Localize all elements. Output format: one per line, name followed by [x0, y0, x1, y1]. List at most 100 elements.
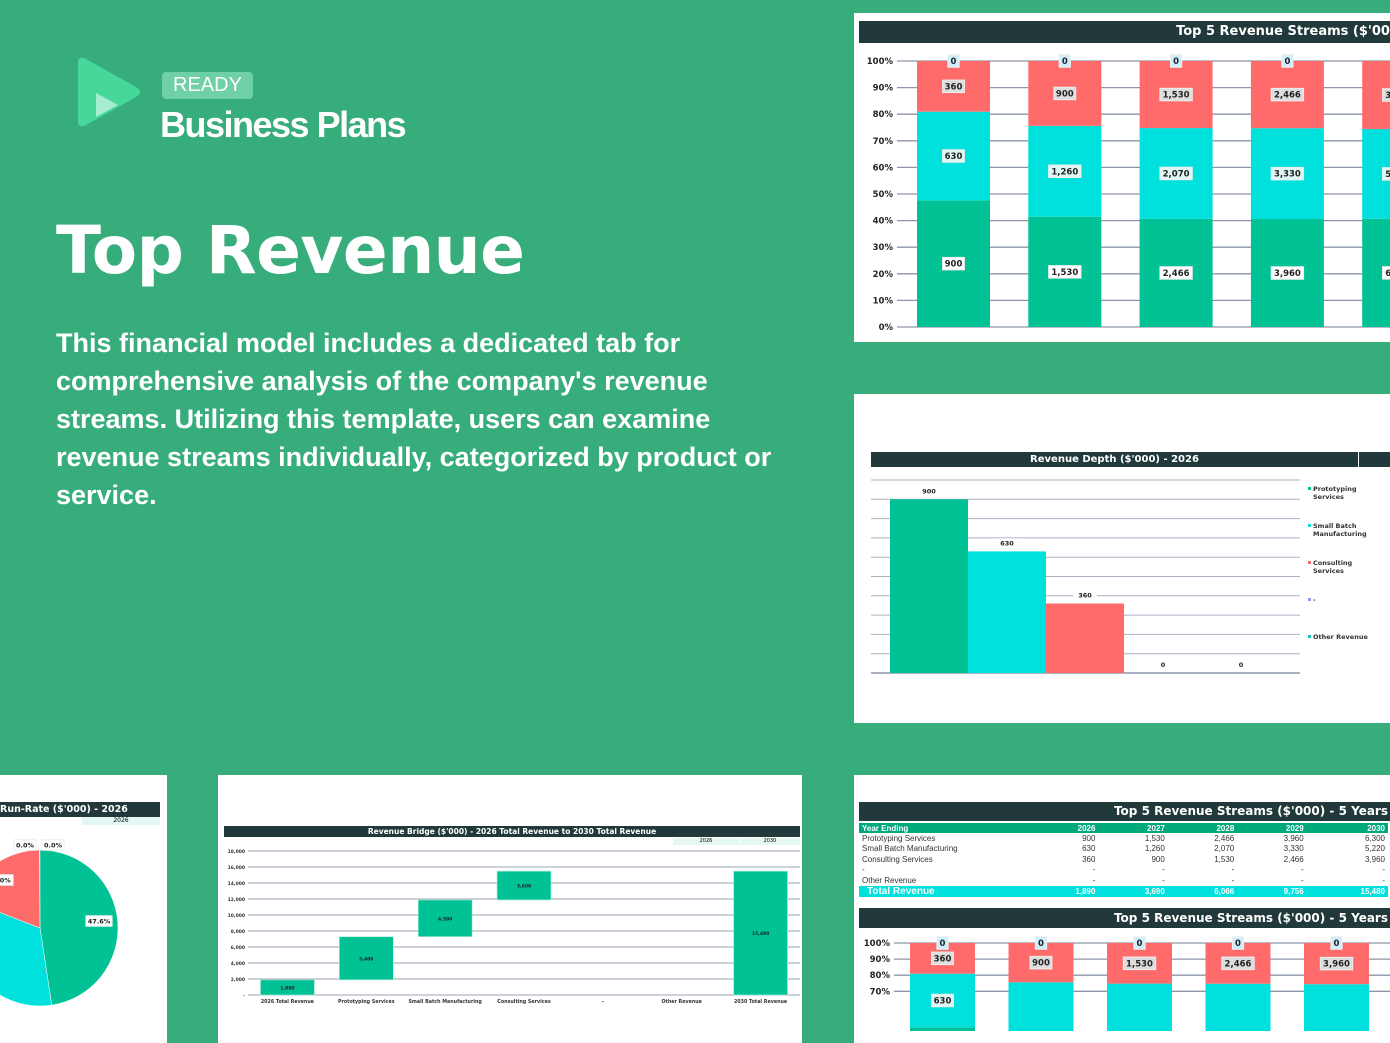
table-cell: 1,530: [1214, 854, 1235, 864]
data-label: 2,466: [1163, 269, 1190, 279]
page-title: Top Revenue: [56, 212, 525, 289]
table-cell: 900: [1151, 854, 1165, 864]
y-tick-label: 70%: [873, 137, 894, 147]
total-cell: 3,690: [1144, 886, 1165, 896]
y-tick-label: 16,000: [228, 865, 245, 871]
table-cell: Small Batch Manufacturing: [862, 844, 958, 854]
bar: [260, 979, 315, 996]
table-cell: -: [1382, 865, 1385, 875]
y-tick-label: 12,000: [228, 897, 245, 903]
pie-slice: [39, 849, 119, 1006]
chart-title: Top 5 Revenue Streams ($'000: [859, 21, 1390, 43]
play-icon: [78, 57, 140, 127]
table-cell: 2,466: [1214, 833, 1235, 843]
legend-label: Services: [1313, 567, 1344, 575]
table-cell: -: [1092, 865, 1096, 875]
y-tick-label: 100%: [867, 57, 894, 67]
data-label-box: [1053, 86, 1077, 101]
data-label-box: [942, 256, 965, 271]
label-bg: [1229, 660, 1253, 669]
x-tick-label: Other Revenue: [661, 999, 702, 1005]
data-label: 0: [1284, 57, 1290, 67]
legend-label: Small Batch: [1313, 522, 1357, 530]
total-cell: 9,756: [1283, 886, 1304, 896]
table-row: ------: [859, 865, 1388, 876]
y-tick-label: 0%: [879, 323, 894, 333]
data-label-box: [942, 79, 965, 94]
data-label: 0.0%: [44, 841, 63, 849]
data-label: 900: [1056, 89, 1074, 99]
y-tick-label: 80%: [870, 971, 891, 981]
bar-segment: [1304, 984, 1369, 1031]
y-tick-label: 6,000: [231, 945, 245, 951]
column-header: 2028: [1216, 823, 1235, 833]
y-tick-label: 100%: [864, 939, 891, 949]
y-tick-label: 30%: [873, 243, 894, 253]
table-cell: 6,300: [1364, 833, 1385, 843]
description: This financial model includes a dedicate…: [56, 328, 772, 510]
bar-segment: [1008, 982, 1074, 1031]
chart-title: Revenue Depth ($'000) - 2026: [871, 452, 1358, 467]
legend-label: Consulting: [1313, 559, 1353, 567]
data-label-box: [931, 951, 954, 966]
data-label: 2,466: [1225, 959, 1252, 969]
total-cell: 15,480: [1360, 886, 1385, 896]
legend-label: Manufacturing: [1313, 530, 1367, 538]
table-cell: 1,260: [1144, 844, 1165, 854]
bar: [338, 936, 394, 981]
subheader-2026: 2026: [673, 838, 739, 845]
table-cell: Prototyping Services: [862, 833, 936, 843]
x-tick-label: 2030 Total Revenue: [734, 999, 788, 1005]
data-label: 0: [940, 939, 946, 949]
table-cell: 900: [1082, 833, 1096, 843]
data-label-box: [1231, 936, 1245, 950]
data-label-box: [947, 54, 960, 68]
data-label: 1,260: [1051, 167, 1078, 177]
data-label-box: [942, 149, 965, 163]
x-tick-label: Consulting Services: [497, 999, 551, 1005]
table-cell: -: [1231, 875, 1235, 885]
data-label-box: [1221, 956, 1255, 971]
data-label: 0: [1334, 939, 1340, 949]
brand-badge: READY: [162, 72, 253, 99]
data-label: 630: [934, 997, 952, 1007]
data-label-box: [1122, 956, 1157, 971]
bridge-chart: - 2,000 4,000 6,000 8,000 10,000 12,000 14,000 1…: [228, 849, 800, 1005]
data-label: 15,480: [752, 931, 769, 937]
data-label-box: [1048, 265, 1082, 279]
data-label: 3,600: [517, 884, 531, 890]
data-label: 1,530: [1163, 91, 1190, 101]
total-cell: Total Revenue: [867, 885, 935, 897]
bar: [417, 899, 473, 937]
depth-chart-panel: Revenue Depth ($'000) - 2026 900 630 360 0 0…: [854, 394, 1390, 723]
data-label: 1,530: [1126, 959, 1153, 969]
total-cell: 1,890: [1075, 886, 1096, 896]
data-label: 0: [951, 57, 957, 67]
data-label: 3,960: [1274, 269, 1301, 279]
table-chart-panel: Top 5 Revenue Streams ($'000) - 5 Years …: [854, 775, 1390, 1043]
legend-label: Other Revenue: [1313, 633, 1368, 641]
bar: [733, 870, 788, 996]
data-label: 3,960: [1323, 960, 1350, 970]
revenue-table: Year Ending 2026 2027 2028 2029 2030 Prototyp…: [859, 823, 1388, 897]
bar-segment: [910, 1027, 975, 1031]
data-label: 47.6%: [88, 917, 111, 925]
data-label: 900: [922, 487, 936, 495]
chart-title: Top 5 Revenue Streams ($'000) - 5 Years: [859, 908, 1390, 928]
x-tick-label: Small Batch Manufacturing: [408, 999, 482, 1005]
data-label-box: [1319, 956, 1354, 971]
legend-swatch: [1308, 635, 1311, 638]
table-cell: -: [1301, 875, 1304, 885]
table-cell: Consulting Services: [862, 854, 933, 864]
data-label: 0: [1062, 57, 1068, 67]
data-label-box: [1270, 266, 1305, 280]
bridge-chart-panel: Revenue Bridge ($'000) - 2026 Total Reve…: [218, 775, 802, 1043]
column-header: 2030: [1367, 823, 1385, 833]
table-row: Small Batch Manufacturing 630 1,260 2,070 3,…: [859, 844, 1388, 855]
data-label: 2,466: [1274, 91, 1301, 101]
table-cell: -: [1162, 865, 1165, 875]
column-header: Year Ending: [862, 823, 909, 833]
logo: [74, 55, 144, 134]
x-tick-label: 2026 Total Revenue: [261, 999, 315, 1005]
